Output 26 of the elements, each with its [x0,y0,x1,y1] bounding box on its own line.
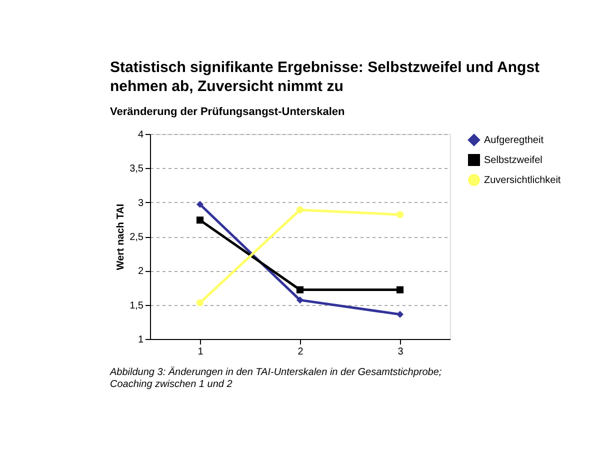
chart-title: Statistisch signifikante Ergebnisse: Selbstzweifel und Angst nehmen ab, Zuversicht nimmt zu [110,59,540,95]
legend-label: Selbstzweifel [484,155,542,166]
point [396,286,404,294]
x-tick-label: 2 [298,346,304,358]
legend-label: Zuversichtlichkeit [484,175,561,186]
y-tick-label: 2 [138,266,144,278]
point [196,216,204,224]
chart-subtitle: Veränderung der Prüfungsangst-Unterskalen [110,106,345,118]
point [296,296,304,304]
point [396,310,404,318]
y-tick-label: 1,5 [130,300,144,312]
y-tick-label: 3,5 [130,164,144,175]
y-tick-label: 1 [138,334,144,346]
point [296,286,304,294]
text: Abbildung 3: Änderungen in den TAI-Unterskalen in der Gesamtstichprobe; Coaching zwischen 1 und 2 [109,366,442,390]
legend-label: Aufgeregtheit [484,135,544,146]
y-axis-title: Wert nach TAI [116,204,127,270]
x-tick-label: 3 [398,346,404,358]
x-tick-label: 1 [198,346,204,358]
point [196,299,204,306]
point [196,200,204,208]
y-tick-label: 3 [138,198,144,209]
y-tick-label: 2,5 [130,232,144,243]
y-tick-label: 4 [138,130,144,140]
point [296,206,304,214]
point [396,211,404,218]
